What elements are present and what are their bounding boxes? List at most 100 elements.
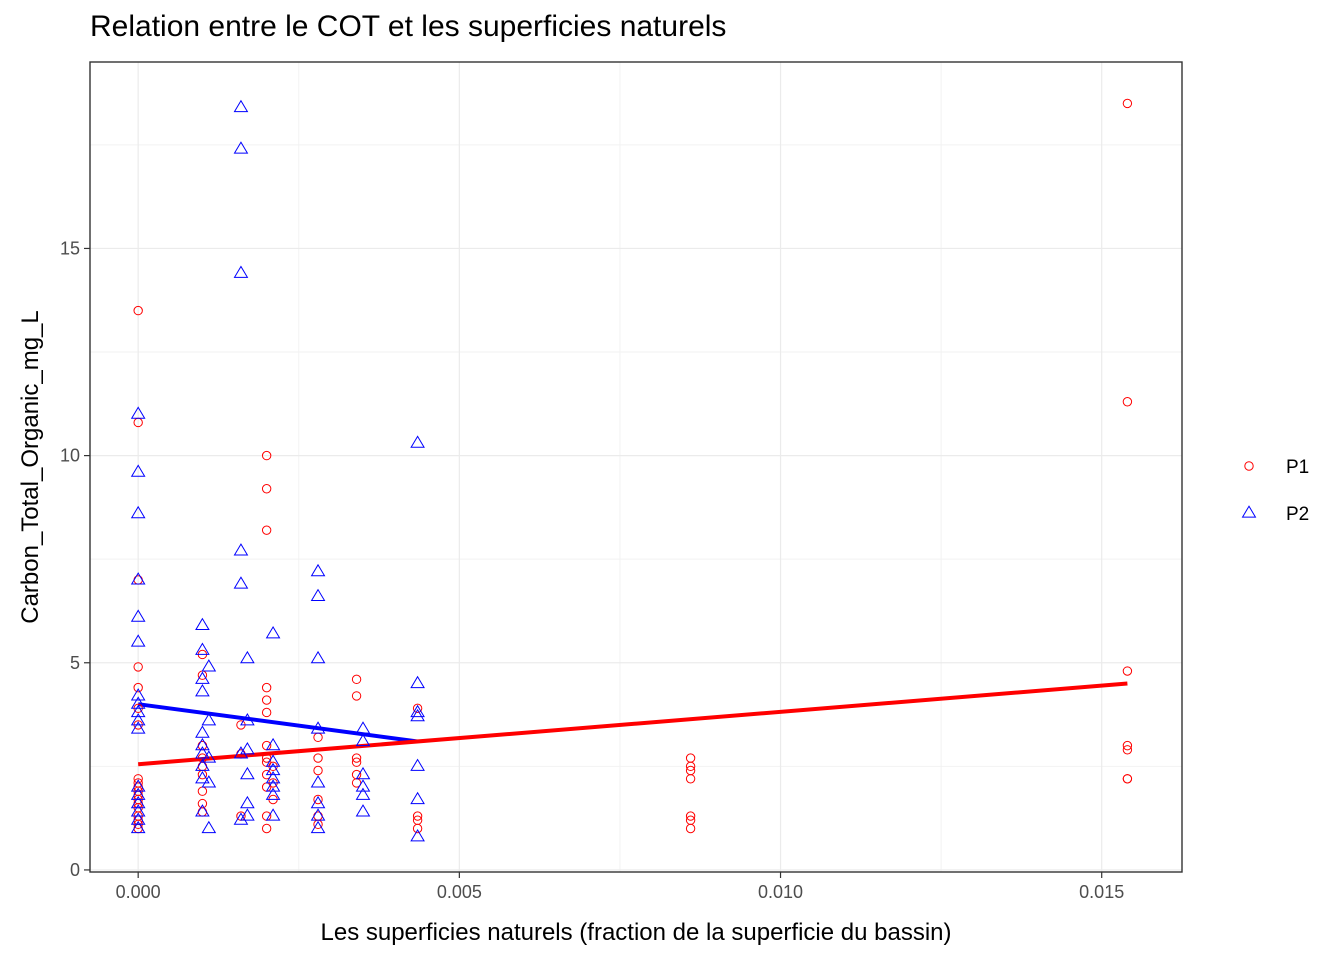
- point-p2: [355, 733, 371, 747]
- point-p2: [195, 804, 210, 817]
- y-tick-label: 10: [60, 446, 80, 466]
- data-points: [130, 98, 1133, 842]
- point-p1: [1122, 774, 1133, 784]
- point-p2: [130, 812, 146, 825]
- point-p2: [201, 775, 217, 788]
- point-p1: [313, 765, 323, 776]
- fit-line-p1: [138, 681, 1128, 767]
- point-p1: [1122, 397, 1133, 407]
- x-tick-label: 0.005: [437, 882, 482, 902]
- legend-key-p2: [1241, 505, 1257, 518]
- point-p2: [130, 787, 146, 800]
- point-p2: [195, 671, 210, 684]
- point-p1: [351, 757, 362, 767]
- legend: P1 P2: [1241, 457, 1309, 525]
- point-p2: [233, 746, 249, 759]
- plot-background: [90, 62, 1182, 872]
- x-axis: 0.000 0.005 0.010 0.015: [116, 872, 1124, 902]
- point-p2: [410, 708, 425, 722]
- point-p2: [310, 808, 326, 821]
- point-p2: [410, 758, 425, 771]
- point-p1: [133, 305, 143, 316]
- point-p2: [265, 808, 281, 821]
- point-p2: [355, 721, 371, 734]
- point-p1: [412, 823, 423, 834]
- point-p2: [233, 812, 249, 825]
- point-p2: [265, 770, 281, 784]
- point-p2: [310, 588, 326, 602]
- grid-major: [90, 62, 1182, 872]
- legend-label-p2: P2: [1286, 504, 1309, 525]
- point-p2: [195, 770, 210, 784]
- y-tick-label: 5: [70, 653, 80, 673]
- legend-label-p1: P1: [1286, 457, 1309, 478]
- point-p2: [410, 435, 425, 448]
- point-p2: [130, 779, 146, 792]
- point-p1: [351, 753, 362, 763]
- point-p2: [195, 737, 210, 751]
- point-p2: [265, 625, 281, 639]
- point-p2: [195, 746, 210, 759]
- point-p2: [195, 617, 210, 631]
- y-tick-label: 0: [70, 860, 80, 880]
- point-p2: [195, 758, 210, 771]
- point-p2: [130, 696, 146, 709]
- point-p1: [685, 811, 696, 821]
- point-p1: [412, 811, 423, 821]
- point-p1: [261, 682, 272, 693]
- point-p1: [261, 753, 272, 763]
- point-p1: [1122, 666, 1133, 676]
- point-p2: [240, 712, 255, 726]
- point-p2: [240, 741, 255, 755]
- point-p2: [310, 795, 326, 809]
- point-p2: [310, 775, 326, 788]
- legend-key-p1: [1244, 461, 1254, 471]
- point-p2: [310, 650, 326, 664]
- y-axis-title: Carbon_Total_Organic_mg_L: [17, 310, 44, 624]
- point-p1: [685, 823, 696, 834]
- point-p2: [195, 683, 210, 697]
- point-p1: [1122, 740, 1133, 751]
- point-p2: [355, 804, 371, 817]
- point-p2: [130, 721, 146, 734]
- point-p1: [685, 774, 696, 784]
- x-axis-title: Les superficies naturels (fraction de la…: [321, 919, 952, 946]
- point-p2: [130, 712, 146, 726]
- point-p2: [310, 563, 326, 577]
- y-tick-label: 15: [60, 238, 80, 258]
- x-tick-label: 0.010: [758, 882, 803, 902]
- point-p2: [130, 795, 146, 809]
- y-axis: 0 5 10 15: [60, 238, 90, 880]
- point-p2: [195, 725, 210, 738]
- point-p2: [265, 779, 281, 792]
- point-p2: [201, 659, 217, 672]
- point-p2: [310, 721, 326, 734]
- x-tick-label: 0.015: [1079, 882, 1124, 902]
- point-p2: [310, 820, 326, 834]
- point-p2: [201, 712, 217, 726]
- point-p1: [685, 761, 696, 772]
- point-p2: [130, 406, 146, 419]
- point-p1: [313, 794, 323, 805]
- point-p2: [265, 754, 281, 767]
- point-p1: [133, 682, 143, 693]
- point-p2: [265, 737, 281, 751]
- point-p2: [130, 505, 146, 519]
- point-p2: [130, 704, 146, 718]
- point-p2: [410, 791, 425, 805]
- point-p2: [265, 787, 281, 800]
- point-p2: [130, 804, 146, 817]
- point-p1: [351, 691, 362, 701]
- point-p2: [233, 265, 249, 278]
- point-p2: [201, 750, 217, 763]
- point-p1: [261, 695, 272, 705]
- point-p1: [1122, 98, 1133, 109]
- point-p2: [130, 609, 146, 622]
- point-p2: [410, 704, 425, 718]
- point-p2: [265, 762, 281, 776]
- point-p1: [261, 525, 272, 535]
- point-p2: [240, 808, 255, 821]
- point-p2: [240, 766, 255, 780]
- point-p1: [133, 662, 143, 672]
